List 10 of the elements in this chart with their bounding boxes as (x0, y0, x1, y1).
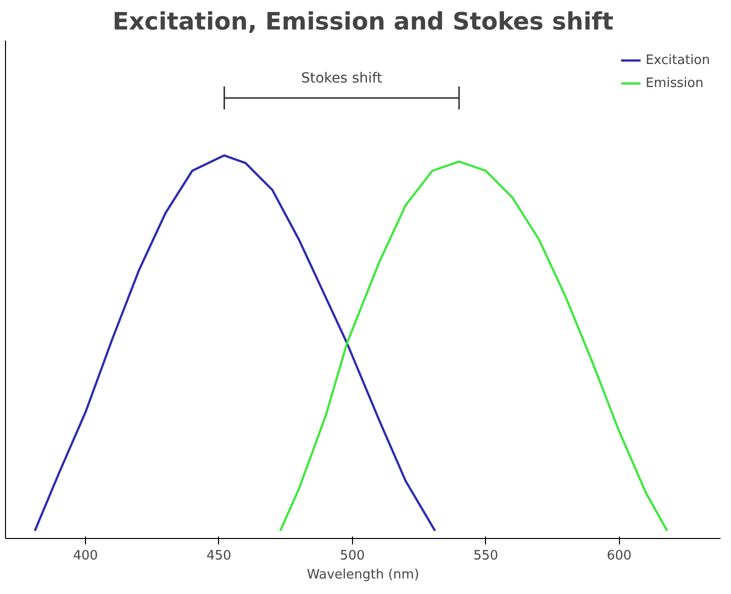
x-tick-label: 400 (73, 548, 98, 564)
legend-label: Emission (646, 76, 704, 90)
x-axis-title: Wavelength (nm) (306, 568, 420, 582)
legend-label: Excitation (646, 52, 710, 68)
chart-title: Excitation, Emission and Stokes shift (112, 8, 614, 36)
x-tick-label: 600 (606, 548, 632, 564)
x-tick-label: 500 (340, 548, 365, 564)
x-tick-label: 550 (473, 548, 498, 564)
x-tick-label: 450 (206, 548, 232, 564)
text: Stokes shift (301, 70, 383, 86)
